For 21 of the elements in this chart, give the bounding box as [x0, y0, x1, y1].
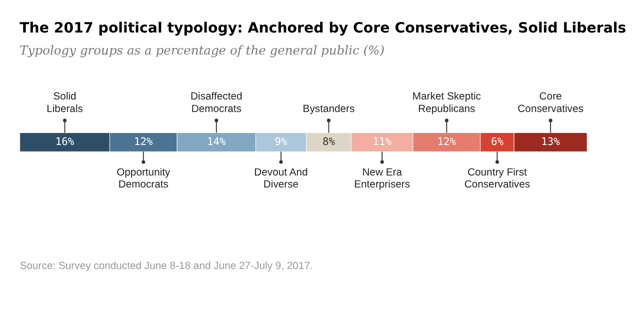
- series-label: Opportunity Democrats: [116, 167, 172, 191]
- series-label: Core Conservatives: [518, 92, 584, 115]
- series-label: Devout And Diverse: [254, 167, 308, 191]
- series-label: Disaffected Democrats: [190, 92, 242, 115]
- series-label: Market Skeptic Republicans: [412, 92, 481, 115]
- data-label: 12%: [134, 136, 154, 148]
- source-note: Source: Survey conducted June 8-18 and June 27-July 9, 2017.: [20, 260, 313, 272]
- data-label: 6%: [490, 136, 504, 148]
- data-label: 12%: [437, 136, 457, 148]
- chart-title: The 2017 political typology: Anchored by Core Conservatives, Solid Liberals: [20, 20, 626, 37]
- chart-subtitle: Typology groups as a percentage of the general public (%): [20, 43, 385, 58]
- data-label: 13%: [541, 136, 561, 148]
- series-label: Solid Liberals: [46, 92, 83, 115]
- series-label: Bystanders: [302, 104, 355, 115]
- data-label: 8%: [322, 136, 336, 148]
- data-label: 9%: [274, 136, 288, 148]
- data-label: 11%: [372, 136, 392, 148]
- text: Country First Conservatives: [464, 167, 530, 191]
- data-label: 14%: [207, 136, 227, 148]
- data-label: 16%: [55, 136, 75, 148]
- series-label: New Era Enterprisers: [354, 167, 410, 191]
